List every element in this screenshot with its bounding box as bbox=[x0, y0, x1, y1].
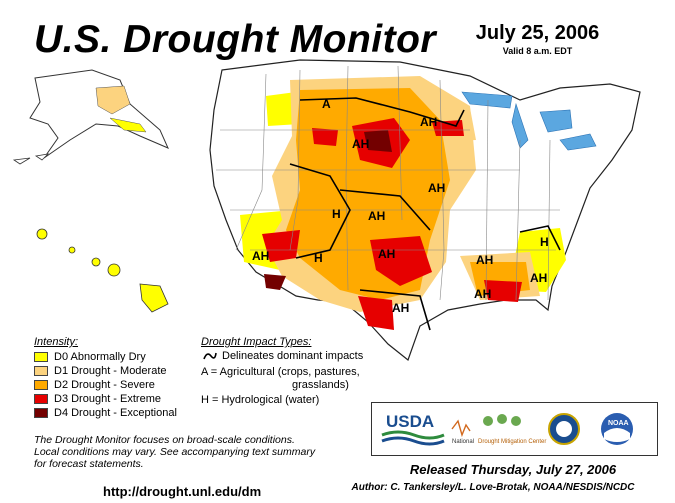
usda-logo: USDA bbox=[386, 412, 434, 431]
map-label: AH bbox=[352, 137, 369, 151]
intensity-header: Intensity: bbox=[34, 336, 79, 348]
legend-label: D2 Drought - Severe bbox=[54, 378, 155, 391]
ndmc-logo-icon bbox=[451, 419, 471, 438]
valid-time: Valid 8 a.m. EDT bbox=[502, 46, 573, 56]
map-label: AH bbox=[378, 247, 395, 261]
note-line-1: The Drought Monitor focuses on broad-sca… bbox=[34, 434, 295, 446]
legend-label: D0 Abnormally Dry bbox=[54, 350, 146, 363]
note-line-3: for forecast statements. bbox=[34, 458, 144, 470]
hawaii-map bbox=[36, 228, 169, 313]
hydrological-text: H = Hydrological (water) bbox=[201, 394, 320, 406]
map-label: A bbox=[322, 97, 331, 111]
map-label: AH bbox=[530, 271, 547, 285]
map-date: July 25, 2006 bbox=[475, 22, 600, 44]
ndmc-trees-icon bbox=[483, 414, 521, 426]
legend-item-d4: D4 Drought - Exceptional bbox=[34, 406, 177, 419]
logo-panel: USDA National Drought Mitigation Center … bbox=[371, 402, 658, 456]
legend-label: D3 Drought - Extreme bbox=[54, 392, 161, 405]
noaa-text: NOAA bbox=[608, 420, 629, 427]
map-label: H bbox=[314, 251, 323, 265]
impact-types-header: Drought Impact Types: bbox=[201, 336, 312, 348]
page-title: U.S. Drought Monitor bbox=[34, 18, 437, 61]
map-label: AH bbox=[252, 249, 269, 263]
ndmc-text-2: Drought Mitigation Center bbox=[478, 439, 546, 445]
usda-wave-icon bbox=[381, 430, 445, 440]
map-label: AH bbox=[392, 301, 409, 315]
delineate-line-icon bbox=[203, 352, 217, 360]
legend-item-d2: D2 Drought - Severe bbox=[34, 378, 155, 391]
map-label: H bbox=[540, 235, 549, 249]
map-label: AH bbox=[476, 253, 493, 267]
map-label: AH bbox=[368, 209, 385, 223]
partner-logos: USDA National Drought Mitigation Center … bbox=[381, 412, 633, 446]
alaska-map bbox=[12, 69, 169, 165]
ndmc-text: National bbox=[452, 439, 474, 445]
map-label: H bbox=[332, 207, 341, 221]
legend-item-d1: D1 Drought - Moderate bbox=[34, 364, 167, 377]
release-date: Released Thursday, July 27, 2006 bbox=[409, 462, 617, 477]
d1-swatch bbox=[34, 365, 48, 376]
legend-item-d3: D3 Drought - Extreme bbox=[34, 392, 161, 405]
legend-label: D4 Drought - Exceptional bbox=[54, 406, 177, 419]
map-label: AH bbox=[428, 181, 445, 195]
impact-labels: A AH AH AH AH H AH AH H AH AH H AH AH bbox=[252, 97, 549, 315]
map-label: AH bbox=[474, 287, 491, 301]
agricultural-text: A = Agricultural (crops, pastures, bbox=[201, 366, 360, 378]
agricultural-text-2: grasslands) bbox=[292, 379, 349, 391]
d0-swatch bbox=[34, 351, 48, 362]
d4-swatch bbox=[34, 407, 48, 418]
delineates-text: Delineates dominant impacts bbox=[222, 350, 364, 362]
legend-item-d0: D0 Abnormally Dry bbox=[34, 350, 146, 363]
conus-map bbox=[209, 59, 641, 361]
website-link[interactable]: http://drought.unl.edu/dm bbox=[103, 484, 262, 499]
note-line-2: Local conditions may vary. See accompany… bbox=[34, 446, 316, 458]
map-label: AH bbox=[420, 115, 437, 129]
author-line: Author: C. Tankersley/L. Love-Brotak, NO… bbox=[351, 482, 635, 493]
d3-swatch bbox=[34, 393, 48, 404]
legend-label: D1 Drought - Moderate bbox=[54, 364, 167, 377]
d2-swatch bbox=[34, 379, 48, 390]
